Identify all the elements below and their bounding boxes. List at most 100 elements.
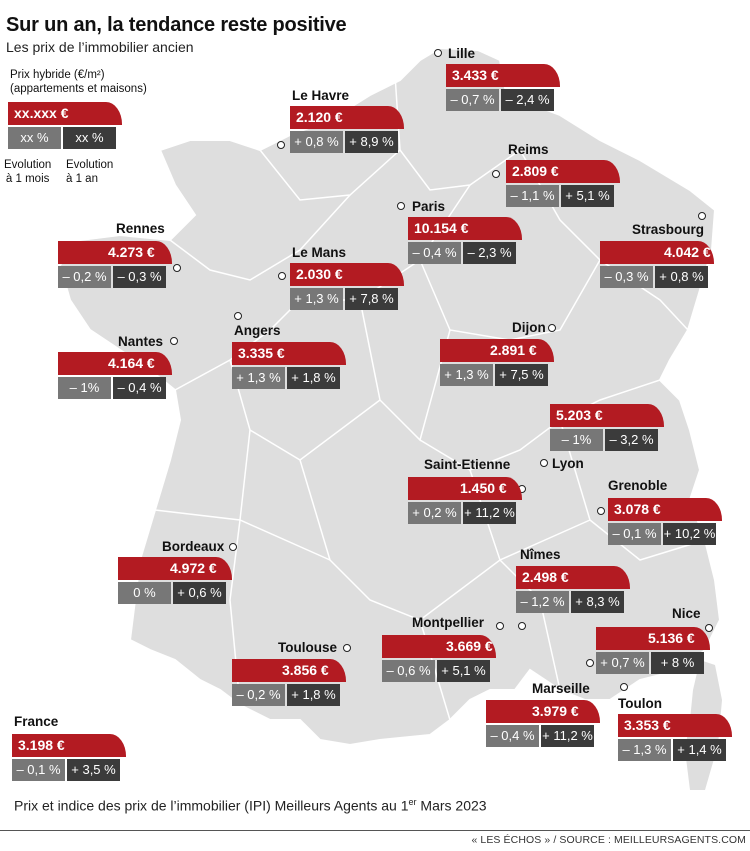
year-change-bordeaux: + 0,6 %: [173, 582, 226, 604]
month-change-reims: – 1,1 %: [506, 185, 559, 207]
city-name-france: France: [14, 714, 59, 729]
month-change-nantes: – 1%: [58, 377, 111, 399]
month-change-paris: – 0,4 %: [408, 242, 461, 264]
price-nantes: 4.164 €: [58, 352, 172, 375]
city-dot-toulouse: [343, 644, 351, 652]
legend-evo-year: Evolution à 1 an: [66, 159, 114, 185]
city-name-angers: Angers: [234, 323, 281, 338]
city-dot-angers: [234, 312, 242, 320]
city-dot-grenoble: [597, 507, 605, 515]
legend-label-line2: (appartements et maisons): [10, 83, 147, 95]
price-le-mans: 2.030 €: [290, 263, 404, 286]
legend-evo-month: Evolution à 1 mois: [4, 159, 52, 185]
city-name-lyon: Lyon: [552, 456, 584, 471]
city-dot-nantes: [170, 337, 178, 345]
city-name-lille: Lille: [448, 46, 476, 61]
city-name-le-havre: Le Havre: [292, 88, 350, 103]
month-change-france: – 0,1 %: [12, 759, 65, 781]
price-bordeaux: 4.972 €: [118, 557, 232, 580]
price-nice: 5.136 €: [596, 627, 710, 650]
year-change-toulon: + 1,4 %: [673, 739, 726, 761]
month-change-toulon: – 1,3 %: [618, 739, 671, 761]
year-change-strasbourg: + 0,8 %: [655, 266, 708, 288]
month-change-lyon: – 1%: [550, 429, 603, 451]
price-dijon: 2.891 €: [440, 339, 554, 362]
year-change-marseille: + 11,2 %: [541, 725, 594, 747]
city-name-reims: Reims: [508, 142, 549, 157]
month-change-saint-etienne: + 0,2 %: [408, 502, 461, 524]
page-subtitle: Les prix de l’immobilier ancien: [6, 39, 194, 55]
city-dot-lyon: [540, 459, 548, 467]
month-change-montpellier: – 0,6 %: [382, 660, 435, 682]
legend-label-line1: Prix hybride (€/m²): [10, 69, 105, 81]
price-grenoble: 3.078 €: [608, 498, 722, 521]
month-change-angers: + 1,3 %: [232, 367, 285, 389]
city-dot-reims: [492, 170, 500, 178]
month-change-le-havre: + 0,8 %: [290, 131, 343, 153]
month-change-toulouse: – 0,2 %: [232, 684, 285, 706]
city-name-le-mans: Le Mans: [292, 245, 347, 260]
price-france: 3.198 €: [12, 734, 126, 757]
year-change-rennes: – 0,3 %: [113, 266, 166, 288]
year-change-dijon: + 7,5 %: [495, 364, 548, 386]
city-dot-dijon: [548, 324, 556, 332]
city-name-toulouse: Toulouse: [278, 640, 337, 655]
year-change-montpellier: + 5,1 %: [437, 660, 490, 682]
city-dot-le-mans: [278, 272, 286, 280]
year-change-nimes: + 8,3 %: [571, 591, 624, 613]
price-toulon: 3.353 €: [618, 714, 732, 737]
month-change-nimes: – 1,2 %: [516, 591, 569, 613]
city-dot-rennes: [173, 264, 181, 272]
year-change-le-mans: + 7,8 %: [345, 288, 398, 310]
city-dot-lille: [434, 49, 442, 57]
year-change-saint-etienne: + 11,2 %: [463, 502, 516, 524]
year-change-le-havre: + 8,9 %: [345, 131, 398, 153]
city-name-montpellier: Montpellier: [412, 615, 485, 630]
city-name-rennes: Rennes: [116, 221, 165, 236]
month-change-strasbourg: – 0,3 %: [600, 266, 653, 288]
city-dot-le-havre: [277, 141, 285, 149]
legend-sample-price: xx.xxx €: [8, 102, 122, 125]
price-saint-etienne: 1.450 €: [408, 477, 522, 500]
legend-label: Prix hybride (€/m²) (appartements et mai…: [10, 68, 147, 96]
month-change-rennes: – 0,2 %: [58, 266, 111, 288]
price-lyon: 5.203 €: [550, 404, 664, 427]
city-dot-toulon: [620, 683, 628, 691]
price-rennes: 4.273 €: [58, 241, 172, 264]
price-montpellier: 3.669 €: [382, 635, 496, 658]
year-change-lyon: – 3,2 %: [605, 429, 658, 451]
city-name-bordeaux: Bordeaux: [162, 539, 225, 554]
city-dot-marseille: [586, 659, 594, 667]
region-borders: [154, 74, 706, 721]
city-name-toulon: Toulon: [618, 696, 662, 711]
city-dot-strasbourg: [698, 212, 706, 220]
year-change-nantes: – 0,4 %: [113, 377, 166, 399]
year-change-lille: – 2,4 %: [501, 89, 554, 111]
city-name-marseille: Marseille: [532, 681, 590, 696]
year-change-reims: + 5,1 %: [561, 185, 614, 207]
price-marseille: 3.979 €: [486, 700, 600, 723]
city-name-grenoble: Grenoble: [608, 478, 668, 493]
year-change-france: + 3,5 %: [67, 759, 120, 781]
source-credit: « LES ÉCHOS » / SOURCE : MEILLEURSAGENTS…: [471, 834, 746, 846]
price-toulouse: 3.856 €: [232, 659, 346, 682]
year-change-paris: – 2,3 %: [463, 242, 516, 264]
city-name-paris: Paris: [412, 199, 446, 214]
city-name-nantes: Nantes: [118, 334, 164, 349]
month-change-grenoble: – 0,1 %: [608, 523, 661, 545]
year-change-angers: + 1,8 %: [287, 367, 340, 389]
price-paris: 10.154 €: [408, 217, 522, 240]
city-name-strasbourg: Strasbourg: [632, 222, 705, 237]
city-name-nimes: Nîmes: [520, 547, 561, 562]
year-change-grenoble: + 10,2 %: [663, 523, 716, 545]
price-le-havre: 2.120 €: [290, 106, 404, 129]
legend-sample-year: xx %: [63, 127, 116, 149]
price-strasbourg: 4.042 €: [600, 241, 714, 264]
month-change-bordeaux: 0 %: [118, 582, 171, 604]
city-name-saint-etienne: Saint-Etienne: [424, 457, 511, 472]
page-title: Sur un an, la tendance reste positive: [6, 14, 347, 36]
price-lille: 3.433 €: [446, 64, 560, 87]
month-change-lille: – 0,7 %: [446, 89, 499, 111]
city-dot-nice: [705, 624, 713, 632]
city-dot-bordeaux: [229, 543, 237, 551]
